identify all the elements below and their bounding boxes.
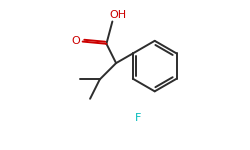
Text: F: F (135, 113, 141, 123)
Text: O: O (72, 36, 80, 46)
Text: OH: OH (110, 10, 127, 20)
